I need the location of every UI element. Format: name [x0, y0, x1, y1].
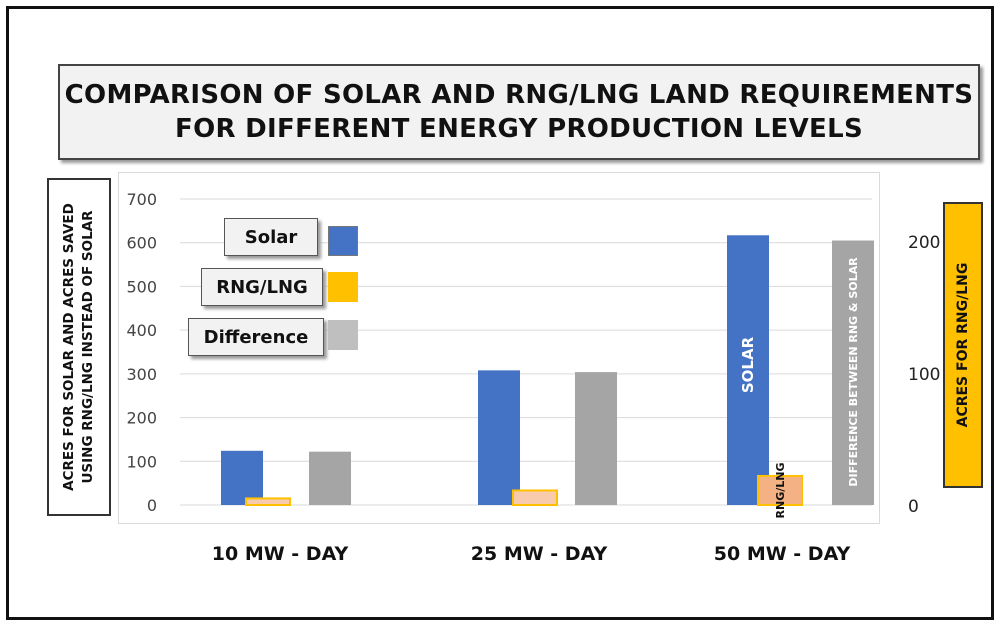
bar-label-rng-lng: RNG/LNG — [774, 462, 787, 518]
y-tick-label-left: 100 — [126, 452, 157, 471]
legend-label-solar: Solar — [224, 218, 318, 256]
y-tick-label-left: 200 — [126, 409, 157, 428]
chart-title-box: COMPARISON OF SOLAR AND RNG/LNG LAND REQ… — [58, 64, 980, 160]
plot-area — [118, 172, 880, 524]
bar-solar — [221, 450, 263, 505]
x-category-label: 10 MW - DAY — [212, 543, 349, 565]
y-tick-label-left: 700 — [126, 190, 157, 209]
bar-difference — [575, 372, 617, 505]
bar-solar — [478, 370, 520, 505]
left-axis-title-box: ACRES FOR SOLAR AND ACRES SAVED USING RN… — [47, 178, 111, 516]
bar-rng-lng — [757, 474, 803, 506]
y-tick-label-right: 100 — [908, 365, 940, 385]
y-tick-label-left: 500 — [126, 277, 157, 296]
right-axis-title-box: ACRES FOR RNG/LNG — [943, 202, 983, 488]
x-category-label: 50 MW - DAY — [714, 543, 851, 565]
y-tick-label-right: 0 — [908, 497, 919, 517]
bar-difference — [832, 240, 874, 505]
chart-title-line-1: COMPARISON OF SOLAR AND RNG/LNG LAND REQ… — [64, 80, 974, 110]
bar-label-solar: SOLAR — [739, 336, 757, 393]
y-tick-label-left: 0 — [147, 496, 157, 515]
bar-difference — [309, 451, 351, 505]
x-category-label: 25 MW - DAY — [471, 543, 608, 565]
legend-label-rng: RNG/LNG — [201, 268, 323, 306]
legend-label-difference: Difference — [188, 318, 324, 356]
legend-swatch-difference — [328, 320, 358, 350]
y-tick-label-left: 600 — [126, 234, 157, 253]
bar-rng-lng — [512, 489, 558, 507]
y-tick-label-left: 400 — [126, 321, 157, 340]
bar-solar — [727, 235, 769, 506]
y-tick-label-left: 300 — [126, 365, 157, 384]
bar-label-difference: DIFFERENCE BETWEEN RNG & SOLAR — [847, 257, 860, 487]
legend-swatch-rng — [328, 272, 358, 302]
legend-swatch-solar — [328, 226, 358, 256]
chart-title-line-2: FOR DIFFERENT ENERGY PRODUCTION LEVELS — [175, 114, 863, 144]
y-tick-label-right: 200 — [908, 233, 940, 253]
bar-rng-lng — [245, 497, 291, 506]
